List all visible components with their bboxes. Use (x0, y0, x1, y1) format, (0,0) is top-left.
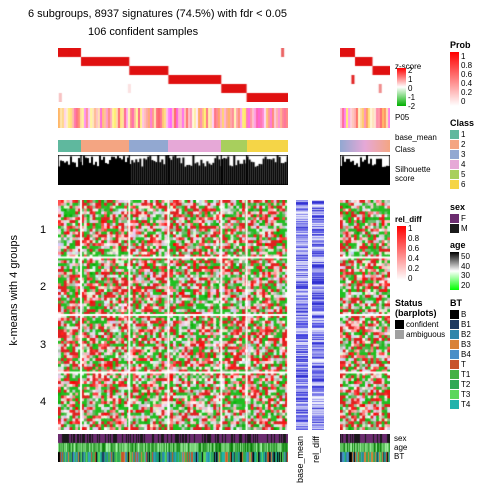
class-bar-right (340, 140, 390, 152)
reldiff-grad (397, 226, 406, 280)
base-mean-label: base_mean (295, 436, 305, 483)
age-legend: age 50403020 (450, 240, 470, 290)
track-label-age: age (394, 443, 407, 452)
sex-legend: sex FM (450, 202, 468, 234)
p05-track (58, 108, 288, 128)
main-heatmap-right (340, 200, 390, 430)
status-barplot-right (340, 155, 390, 185)
bottom-tracks-right (340, 434, 390, 462)
zscore-grad (397, 68, 406, 106)
status-barplot (58, 155, 288, 185)
class-legend: Class 123456 (450, 118, 474, 190)
sil-label: Silhouettescore (395, 165, 431, 183)
class-bar (58, 140, 288, 152)
prob-heatmap-right (340, 48, 390, 102)
sub-title: 106 confident samples (88, 26, 198, 38)
reldiff-label: rel_diff (395, 215, 422, 224)
track-label-bt: BT (394, 452, 404, 461)
row-label: 2 (40, 281, 46, 293)
main-title: 6 subgroups, 8937 signatures (74.5%) wit… (28, 8, 287, 20)
track-label-sex: sex (394, 434, 406, 443)
class-midlabel: Class (395, 145, 415, 154)
base-mean-col (296, 200, 308, 430)
p05-label: P05 (395, 113, 409, 122)
rel-diff-label: rel_diff (311, 436, 321, 463)
prob-heatmap (58, 48, 288, 102)
prob-legend: Prob 10.80.60.40.20 (450, 40, 472, 106)
main-heatmap (58, 200, 288, 430)
row-label: 1 (40, 224, 46, 236)
p05-track-right (340, 108, 390, 128)
rel-diff-col (312, 200, 324, 430)
bottom-tracks (58, 434, 288, 462)
basemean-label: base_mean (395, 133, 437, 142)
row-label: 4 (40, 396, 46, 408)
bt-legend: BT BB1B2B3B4TT1T2T3T4 (450, 298, 471, 410)
row-label: 3 (40, 339, 46, 351)
y-axis-label: k-means with 4 groups (8, 235, 20, 346)
